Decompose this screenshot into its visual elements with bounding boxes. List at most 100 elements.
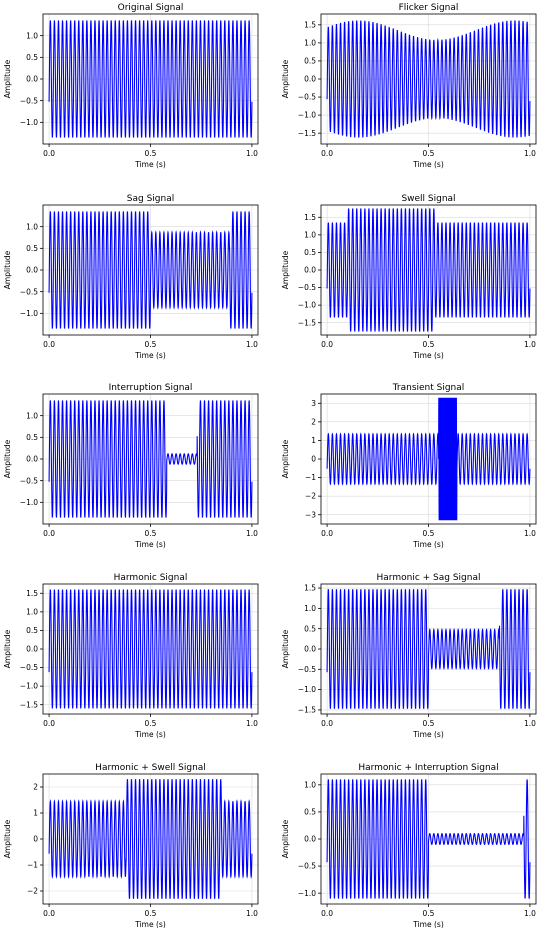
x-axis-label: Time (s) [134, 730, 166, 739]
x-axis-label: Time (s) [134, 351, 166, 360]
y-tick-label: 1.0 [304, 780, 316, 789]
y-tick-label: −2 [27, 887, 38, 896]
y-tick-label: 1.0 [26, 31, 38, 40]
y-tick-label: −0.5 [20, 476, 38, 485]
signal-line [326, 397, 531, 521]
y-axis-label: Amplitude [3, 629, 12, 668]
x-tick-label: 0.0 [321, 340, 333, 349]
x-tick-label: 1.0 [246, 149, 258, 158]
x-tick-label: 0.5 [423, 149, 435, 158]
y-tick-label: −1.0 [20, 118, 38, 127]
chart-title: Transient Signal [392, 383, 465, 393]
y-tick-label: −1.0 [20, 498, 38, 507]
x-axis-label: Time (s) [412, 920, 444, 928]
signal-line [48, 400, 253, 518]
y-tick-label: −1.0 [20, 309, 38, 318]
y-tick-label: −0.5 [20, 663, 38, 672]
x-axis-label: Time (s) [412, 540, 444, 549]
y-tick-label: 1.0 [26, 607, 38, 616]
y-tick-label: 0.0 [26, 645, 38, 654]
chart-title: Harmonic Signal [114, 573, 188, 583]
x-tick-label: 1.0 [246, 340, 258, 349]
chart-panel-7: 0.0 0.5 1.0 −1.5 −1.0 −0.5 0.0 0.5 1.0 1.5 Harmoni… [3, 573, 259, 739]
y-tick-label: 3 [311, 399, 316, 408]
chart-panel-8: 0.0 0.5 1.0 −1.5 −1.0 −0.5 0.0 0.5 1.0 1.5 Harmoni… [281, 573, 537, 739]
chart-title: Interruption Signal [109, 383, 193, 393]
y-tick-label: 1.0 [26, 411, 38, 420]
y-tick-label: 1.5 [304, 213, 316, 222]
y-tick-label: 1.0 [304, 604, 316, 613]
x-tick-label: 0.0 [321, 909, 333, 918]
x-axis-label: Time (s) [134, 540, 166, 549]
signal-line [48, 211, 253, 329]
y-tick-label: 1.0 [304, 230, 316, 239]
y-tick-label: 0 [33, 835, 38, 844]
x-tick-label: 1.0 [524, 529, 536, 538]
y-axis-label: Amplitude [281, 439, 290, 478]
y-tick-label: 0.5 [26, 53, 38, 62]
y-tick-label: 0.0 [304, 645, 316, 654]
x-axis-label: Time (s) [412, 351, 444, 360]
y-tick-label: −0.5 [298, 665, 316, 674]
y-tick-label: 0.0 [304, 835, 316, 844]
x-tick-label: 1.0 [524, 340, 536, 349]
x-tick-label: 1.0 [524, 909, 536, 918]
y-tick-label: −1.0 [298, 301, 316, 310]
x-tick-label: 0.0 [43, 340, 55, 349]
y-tick-label: −1.5 [20, 700, 38, 709]
x-tick-label: 0.5 [423, 529, 435, 538]
y-tick-label: 0 [311, 455, 316, 464]
x-tick-label: 0.0 [43, 719, 55, 728]
y-tick-label: 0.5 [26, 626, 38, 635]
y-tick-label: −3 [305, 510, 316, 519]
y-axis-label: Amplitude [281, 629, 290, 668]
x-tick-label: 0.0 [43, 909, 55, 918]
chart-panel-9: 0.0 0.5 1.0 −2 −1 0 1 2 Harmonic + Swell Signal T… [3, 763, 259, 928]
x-tick-label: 0.0 [43, 149, 55, 158]
y-tick-label: 1 [311, 436, 316, 445]
x-tick-label: 0.5 [145, 529, 157, 538]
x-tick-label: 0.5 [145, 149, 157, 158]
y-tick-label: 0.0 [26, 75, 38, 84]
y-tick-label: −0.5 [20, 287, 38, 296]
x-axis-label: Time (s) [412, 160, 444, 169]
y-tick-label: 0.5 [304, 624, 316, 633]
x-tick-label: 0.5 [145, 719, 157, 728]
y-tick-label: −1.5 [298, 129, 316, 138]
y-tick-label: −1 [27, 861, 38, 870]
y-tick-label: −1.0 [298, 685, 316, 694]
x-axis-label: Time (s) [134, 160, 166, 169]
signal-line [326, 779, 531, 899]
x-tick-label: 0.5 [423, 340, 435, 349]
x-axis-label: Time (s) [134, 920, 166, 928]
y-tick-label: 1.5 [304, 20, 316, 29]
y-tick-label: −0.5 [298, 93, 316, 102]
y-tick-label: 0.5 [304, 808, 316, 817]
y-tick-label: 0.0 [26, 266, 38, 275]
x-tick-label: 0.0 [321, 719, 333, 728]
y-tick-label: 0.5 [26, 433, 38, 442]
y-axis-label: Amplitude [3, 439, 12, 478]
x-tick-label: 0.0 [321, 529, 333, 538]
y-tick-label: −1.0 [298, 111, 316, 120]
chart-title: Original Signal [118, 3, 184, 13]
y-tick-label: −0.5 [298, 283, 316, 292]
y-tick-label: −1.0 [298, 889, 316, 898]
signal-line [326, 589, 531, 709]
y-tick-label: 1.5 [26, 589, 38, 598]
x-tick-label: 0.5 [145, 909, 157, 918]
y-axis-label: Amplitude [281, 250, 290, 289]
signal-line [48, 20, 253, 138]
x-tick-label: 1.0 [524, 149, 536, 158]
chart-title: Sag Signal [127, 194, 174, 204]
y-tick-label: 1 [33, 809, 38, 818]
y-tick-label: 0.0 [304, 75, 316, 84]
y-axis-label: Amplitude [281, 59, 290, 98]
y-tick-label: 0.0 [26, 455, 38, 464]
y-axis-label: Amplitude [3, 59, 12, 98]
y-tick-label: −1.5 [298, 318, 316, 327]
chart-panel-5: 0.0 0.5 1.0 −1.0 −0.5 0.0 0.5 1.0 Interruption S… [3, 383, 259, 549]
x-tick-label: 1.0 [246, 529, 258, 538]
signal-line [326, 208, 531, 332]
